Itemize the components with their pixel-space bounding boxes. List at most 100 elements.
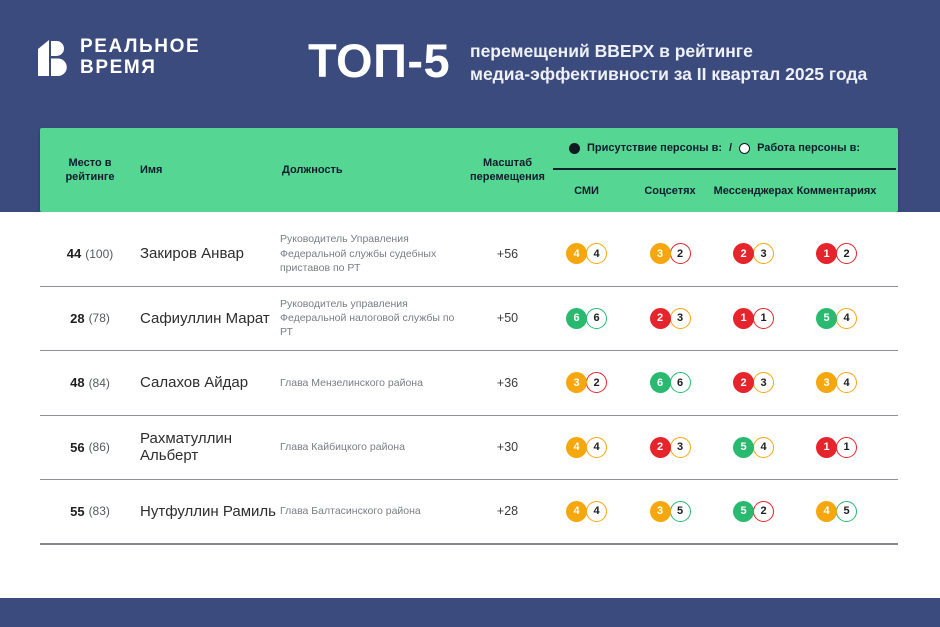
legend-divider-slash: / (729, 142, 733, 154)
rank-previous: (84) (88, 375, 110, 390)
column-header-name: Имя (140, 163, 163, 176)
person-position: Глава Кайбицкого района (280, 441, 405, 454)
row-spacer (878, 351, 898, 415)
presence-badge: 2 (649, 436, 671, 458)
movement-scale: +30 (496, 440, 519, 455)
work-badge: 6 (669, 372, 691, 394)
movement-scale: +50 (496, 311, 519, 326)
rank-previous: (86) (88, 440, 110, 455)
header-row: РЕАЛЬНОЕ ВРЕМЯ ТОП-5 перемещений ВВЕРХ в… (0, 0, 940, 118)
metrics-header: Присутствие персоны в: / Работа персоны … (545, 128, 898, 212)
presence-badge: 4 (816, 500, 837, 522)
table-row: 44 (100) Закиров Анвар Руководитель Упра… (40, 222, 898, 287)
table-row: 55 (83) Нутфуллин Рамиль Глава Балтасинс… (40, 480, 898, 545)
rank-cell: 56 (86) (40, 416, 140, 480)
person-position: Руководитель управления Федеральной нало… (280, 297, 455, 339)
work-badge: 5 (836, 500, 857, 522)
work-badge: 3 (753, 243, 774, 265)
filled-circle-icon (568, 142, 580, 154)
work-badge: 6 (586, 307, 607, 329)
rank-current: 48 (70, 375, 85, 391)
metric-columns: СМИ Соцсетях Мессенджерах Комментариях (545, 169, 878, 212)
person-name: Нутфуллин Рамиль (140, 502, 276, 520)
rank-cell: 44 (100) (40, 222, 140, 286)
person-name: Закиров Анвар (140, 245, 244, 263)
presence-badge: 2 (733, 243, 754, 265)
rank-cell: 48 (84) (40, 351, 140, 415)
work-badge: 2 (586, 372, 607, 394)
presence-badge: 4 (566, 243, 587, 265)
page-title: ТОП-5 (308, 34, 451, 87)
presence-badge: 3 (649, 243, 671, 265)
person-position: Глава Мензелинского района (280, 376, 423, 389)
work-badge: 2 (836, 243, 857, 265)
column-header-socseti: Соцсетях (644, 184, 696, 197)
presence-badge: 1 (816, 243, 837, 265)
movement-scale: +36 (496, 375, 519, 390)
column-header-comments: Комментариях (796, 184, 877, 197)
rank-previous: (100) (85, 246, 114, 261)
movement-scale: +56 (496, 246, 519, 261)
table-body: 44 (100) Закиров Анвар Руководитель Упра… (0, 212, 940, 545)
legend-presence-label: Присутствие персоны в: (586, 142, 723, 154)
person-name: Сафиуллин Марат (140, 309, 270, 327)
person-position: Руководитель Управления Федеральной служ… (280, 233, 437, 274)
page-subtitle-line1: перемещений ВВЕРХ в рейтинге (470, 41, 753, 61)
table-header: Место в рейтинге Имя Должность Масштаб п… (40, 128, 898, 212)
legend-work-label: Работа персоны в: (757, 142, 861, 154)
work-badge: 1 (753, 307, 774, 329)
brand-name: РЕАЛЬНОЕ ВРЕМЯ (80, 36, 200, 79)
column-header-scale: Масштаб перемещения (470, 156, 545, 183)
row-spacer (878, 222, 898, 286)
person-name: Салахов Айдар (140, 374, 249, 392)
row-spacer (878, 416, 898, 480)
presence-badge: 5 (733, 500, 754, 522)
person-name: Рахматуллин Альберт (140, 430, 233, 465)
presence-badge: 1 (816, 436, 837, 458)
legend-divider-line (553, 168, 896, 170)
legend: Присутствие персоны в: / Работа персоны … (545, 128, 884, 168)
rank-current: 56 (70, 439, 85, 455)
row-spacer (878, 287, 898, 351)
presence-badge: 4 (566, 436, 587, 458)
work-badge: 5 (669, 500, 691, 522)
work-badge: 4 (836, 307, 857, 329)
footer (0, 598, 940, 627)
presence-badge: 5 (733, 436, 754, 458)
work-badge: 4 (753, 436, 774, 458)
column-header-position: Должность (282, 163, 343, 176)
work-badge: 4 (586, 500, 607, 522)
presence-badge: 4 (566, 500, 587, 522)
table-row: 48 (84) Салахов Айдар Глава Мензелинског… (40, 351, 898, 416)
rank-cell: 55 (83) (40, 480, 140, 543)
rank-cell: 28 (78) (40, 287, 140, 351)
table-row: 56 (86) Рахматуллин Альберт Глава Кайбиц… (40, 416, 898, 480)
presence-badge: 5 (816, 307, 837, 329)
presence-badge: 3 (566, 372, 587, 394)
column-header-smi: СМИ (574, 184, 599, 197)
presence-badge: 3 (816, 372, 837, 394)
brand-logo-icon (38, 40, 67, 77)
brand-name-line2: ВРЕМЯ (80, 57, 157, 79)
person-position: Глава Балтасинского района (280, 505, 421, 518)
column-header-rank: Место в рейтинге (65, 156, 115, 183)
outlined-circle-icon (739, 142, 751, 154)
presence-badge: 2 (649, 307, 671, 329)
work-badge: 2 (669, 243, 691, 265)
presence-badge: 6 (649, 372, 671, 394)
work-badge: 2 (753, 500, 774, 522)
